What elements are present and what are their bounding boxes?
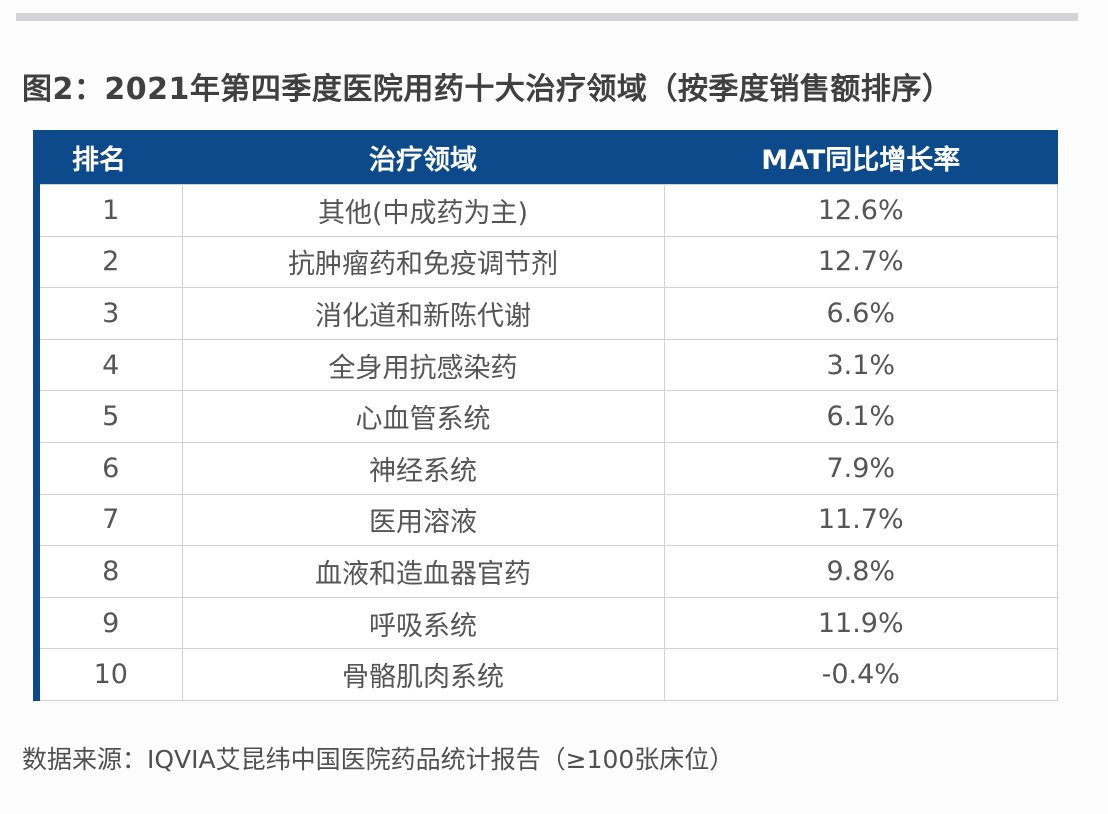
cell-area: 神经系统 <box>181 441 665 495</box>
cell-rank: 9 <box>36 596 183 650</box>
ranking-table: 排名 治疗领域 MAT同比增长率 1 其他(中成药为主) 12.6% 2 抗肿瘤药和免疫… <box>33 130 1058 701</box>
table-row: 6 神经系统 7.9% <box>36 441 1058 495</box>
cell-rank: 4 <box>36 338 183 392</box>
cell-growth: 6.6% <box>663 287 1058 340</box>
cell-rank: 10 <box>36 648 183 701</box>
cell-rank: 7 <box>36 493 183 547</box>
cell-growth: 11.9% <box>663 596 1058 650</box>
cell-rank: 5 <box>36 390 183 443</box>
cell-area: 血液和造血器官药 <box>181 545 665 598</box>
table-row: 5 心血管系统 6.1% <box>36 390 1058 443</box>
cell-area: 医用溶液 <box>181 493 665 547</box>
cell-rank: 8 <box>36 545 183 598</box>
cell-growth: 7.9% <box>663 441 1058 495</box>
cell-growth: 12.7% <box>663 235 1058 289</box>
cell-rank: 2 <box>36 235 183 289</box>
table-row: 9 呼吸系统 11.9% <box>36 596 1058 650</box>
cell-area: 其他(中成药为主) <box>181 184 665 237</box>
cell-area: 全身用抗感染药 <box>181 338 665 392</box>
cell-area: 抗肿瘤药和免疫调节剂 <box>181 235 665 289</box>
cell-growth: 11.7% <box>663 493 1058 547</box>
table-row: 10 骨骼肌肉系统 -0.4% <box>36 648 1058 701</box>
cell-growth: -0.4% <box>663 648 1058 701</box>
cell-area: 呼吸系统 <box>181 596 665 650</box>
table-row: 1 其他(中成药为主) 12.6% <box>36 184 1058 237</box>
cell-area: 消化道和新陈代谢 <box>181 287 665 340</box>
header-area: 治疗领域 <box>182 130 664 185</box>
cell-area: 骨骼肌肉系统 <box>181 648 665 701</box>
table-row: 4 全身用抗感染药 3.1% <box>36 338 1058 392</box>
table-header: 排名 治疗领域 MAT同比增长率 <box>36 130 1058 185</box>
cell-growth: 6.1% <box>663 390 1058 443</box>
cell-growth: 3.1% <box>663 338 1058 392</box>
top-divider <box>16 13 1078 21</box>
table-row: 2 抗肿瘤药和免疫调节剂 12.7% <box>36 235 1058 289</box>
cell-rank: 3 <box>36 287 183 340</box>
source-note: 数据来源：IQVIA艾昆纬中国医院药品统计报告（≥100张床位） <box>22 745 735 774</box>
table-row: 7 医用溶液 11.7% <box>36 493 1058 547</box>
header-growth: MAT同比增长率 <box>664 130 1058 185</box>
table-row: 3 消化道和新陈代谢 6.6% <box>36 287 1058 340</box>
cell-growth: 12.6% <box>663 184 1058 237</box>
table-row: 8 血液和造血器官药 9.8% <box>36 545 1058 598</box>
cell-rank: 1 <box>36 184 183 237</box>
cell-rank: 6 <box>36 441 183 495</box>
cell-growth: 9.8% <box>663 545 1058 598</box>
header-rank: 排名 <box>36 130 182 185</box>
figure-title: 图2：2021年第四季度医院用药十大治疗领域（按季度销售额排序） <box>22 72 953 107</box>
cell-area: 心血管系统 <box>181 390 665 443</box>
